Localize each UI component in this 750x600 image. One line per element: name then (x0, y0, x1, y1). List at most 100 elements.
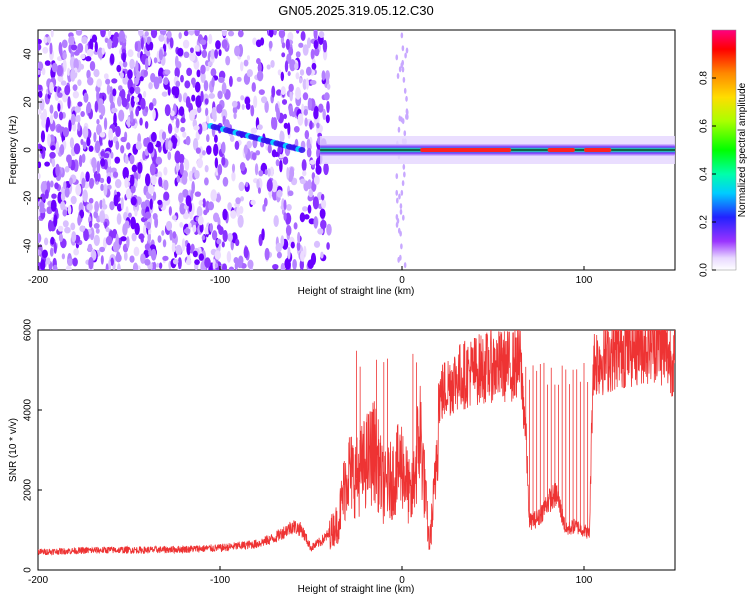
noise-speckle (38, 38, 42, 45)
noise-speckle (46, 36, 51, 43)
noise-speckle (402, 214, 405, 221)
noise-speckle (268, 30, 274, 38)
noise-speckle (89, 38, 94, 51)
noise-speckle (192, 78, 196, 89)
noise-speckle (105, 263, 109, 270)
noise-speckle (169, 229, 173, 241)
noise-speckle (135, 107, 140, 117)
noise-speckle (282, 156, 289, 165)
noise-speckle (214, 262, 219, 269)
y-tick-label: 0 (23, 567, 34, 573)
noise-speckle (120, 236, 127, 242)
noise-speckle (127, 49, 134, 58)
noise-speckle (81, 177, 86, 189)
noise-speckle (264, 100, 269, 113)
noise-speckle (196, 206, 203, 218)
noise-speckle (157, 235, 162, 243)
noise-speckle (304, 130, 310, 140)
noise-speckle (134, 222, 140, 236)
noise-speckle (74, 105, 81, 113)
noise-speckle (112, 35, 119, 48)
noise-speckle (144, 31, 149, 37)
noise-speckle (157, 199, 163, 205)
noise-speckle (80, 54, 86, 60)
noise-speckle (257, 62, 262, 74)
noise-speckle (399, 208, 403, 215)
noise-speckle (320, 219, 327, 230)
noise-speckle (227, 232, 233, 242)
noise-speckle (133, 246, 140, 257)
noise-speckle (43, 237, 49, 246)
noise-speckle (405, 108, 409, 115)
noise-speckle (221, 156, 226, 166)
noise-speckle (194, 259, 200, 265)
noise-speckle (234, 45, 241, 57)
colorbar-gradient (711, 29, 737, 271)
noise-speckle (108, 30, 112, 38)
noise-speckle (79, 209, 85, 219)
noise-speckle (264, 169, 268, 176)
noise-speckle (62, 127, 70, 138)
noise-speckle (298, 42, 304, 48)
noise-speckle (43, 36, 48, 44)
noise-speckle (103, 73, 109, 80)
noise-speckle (50, 145, 56, 151)
noise-speckle (64, 187, 70, 198)
noise-speckle (101, 47, 106, 55)
noise-speckle (401, 118, 405, 125)
noise-speckle (185, 195, 192, 207)
noise-speckle (153, 57, 158, 64)
noise-speckle (211, 230, 218, 241)
noise-speckle (152, 261, 157, 270)
noise-speckle (203, 80, 209, 92)
noise-speckle (188, 222, 192, 230)
noise-speckle (167, 123, 173, 134)
noise-speckle (107, 38, 113, 50)
noise-speckle (241, 103, 245, 111)
noise-speckle (137, 161, 143, 174)
noise-speckle (52, 264, 58, 270)
noise-speckle (289, 59, 296, 72)
noise-speckle (62, 51, 67, 60)
noise-speckle (194, 44, 200, 52)
noise-speckle (108, 259, 112, 270)
noise-speckle (38, 43, 42, 51)
noise-speckle (326, 223, 332, 236)
noise-speckle (322, 39, 328, 53)
noise-speckle (86, 76, 94, 86)
noise-speckle (144, 243, 150, 251)
noise-speckle (148, 102, 154, 111)
noise-speckle (199, 39, 207, 46)
noise-speckle (40, 181, 47, 194)
noise-speckle (222, 230, 228, 242)
noise-speckle (246, 140, 252, 149)
noise-speckle (135, 60, 139, 73)
noise-speckle (184, 80, 191, 89)
colorbar-tick-label: 0.8 (699, 71, 710, 85)
noise-speckle (112, 88, 117, 97)
noise-speckle (252, 37, 257, 46)
noise-speckle (100, 104, 106, 117)
noise-speckle (210, 68, 217, 77)
noise-speckle (114, 178, 122, 189)
noise-speckle (100, 30, 106, 38)
noise-speckle (72, 84, 78, 91)
noise-speckle (268, 40, 273, 49)
noise-speckle (68, 119, 72, 132)
noise-speckle (41, 67, 46, 76)
noise-speckle (281, 99, 288, 105)
noise-speckle (295, 72, 300, 80)
noise-speckle (401, 180, 405, 187)
noise-speckle (158, 176, 163, 187)
noise-speckle (279, 159, 283, 173)
noise-speckle (405, 47, 409, 54)
noise-speckle (295, 30, 300, 34)
noise-speckle (266, 64, 271, 70)
noise-speckle (83, 228, 89, 242)
noise-speckle (183, 51, 190, 59)
noise-speckle (299, 212, 306, 223)
noise-speckle (185, 258, 192, 266)
noise-speckle (307, 204, 312, 214)
noise-speckle (208, 92, 216, 99)
